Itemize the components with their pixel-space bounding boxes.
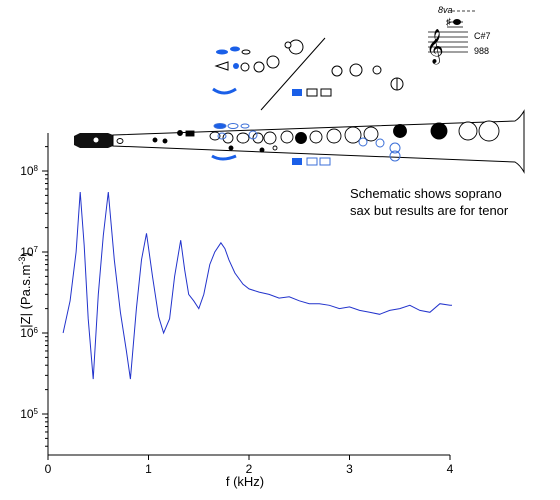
staff-lines [428,31,468,53]
y-tick-label: 107 [20,245,38,260]
y-tick-label: 108 [20,164,38,179]
tone-holes [116,120,500,153]
y-axis-title-exponent: -3 [17,257,27,265]
saxophone-schematic [74,37,525,174]
axes [47,133,450,456]
note-frequency: 988 [474,46,489,56]
sax-mouthpiece [74,133,113,148]
annotation-line-2: sax but results are for tenor [350,203,509,218]
y-tick-label: 105 [20,407,38,422]
y-axis-title: |Z| (Pa.s.m-3) [17,252,33,327]
x-tick-label: 1 [145,462,152,476]
x-tick-label: 3 [346,462,353,476]
sharp-icon: ♯ [446,17,451,28]
fingering-diagram [212,37,404,111]
blue-keys-body [211,123,401,162]
note-head [453,19,461,25]
key-square [306,157,318,166]
x-ticks: 0 1 2 3 4 [45,455,454,476]
annotation-line-1: Schematic shows soprano [350,186,502,201]
note-inset: 8va 𝄞 ♯ C#7 988 [426,5,491,65]
treble-clef-icon: 𝄞 [426,29,444,65]
x-tick-label: 2 [246,462,253,476]
y-tick-label: 106 [20,326,38,341]
x-tick-label: 0 [45,462,52,476]
impedance-series-line [62,191,452,380]
y-ticks: 105 106 107 108 [20,146,48,447]
note-name: C#7 [474,31,491,41]
series-layer [62,191,452,380]
key-square [319,157,331,166]
x-tick-label: 4 [447,462,454,476]
octave-marking: 8va [438,5,453,15]
x-axis-title: f (kHz) [226,474,264,489]
key-square-filled [292,158,302,165]
